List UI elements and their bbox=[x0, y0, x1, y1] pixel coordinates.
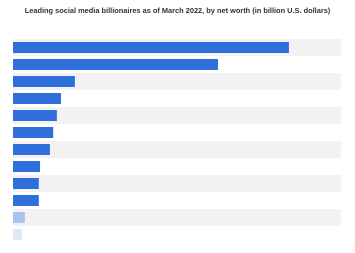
row-stripe bbox=[13, 141, 341, 158]
bar bbox=[13, 59, 218, 70]
chart-title: Leading social media billionaires as of … bbox=[24, 6, 331, 15]
bar bbox=[13, 76, 75, 87]
row-stripe bbox=[13, 158, 341, 175]
bar bbox=[13, 93, 61, 104]
bar bbox=[13, 161, 41, 172]
bar bbox=[13, 212, 25, 223]
bar bbox=[13, 144, 50, 155]
bar bbox=[13, 110, 57, 121]
row-stripe bbox=[13, 192, 341, 209]
row-stripe bbox=[13, 175, 341, 192]
bar bbox=[13, 127, 54, 138]
row-stripe bbox=[13, 209, 341, 226]
bar bbox=[13, 178, 39, 189]
bar bbox=[13, 195, 39, 206]
bar bbox=[13, 42, 289, 53]
row-stripe bbox=[13, 107, 341, 124]
row-stripe bbox=[13, 73, 341, 90]
bar bbox=[13, 229, 23, 240]
row-stripe bbox=[13, 90, 341, 107]
row-stripe bbox=[13, 226, 341, 243]
row-stripe bbox=[13, 124, 341, 141]
